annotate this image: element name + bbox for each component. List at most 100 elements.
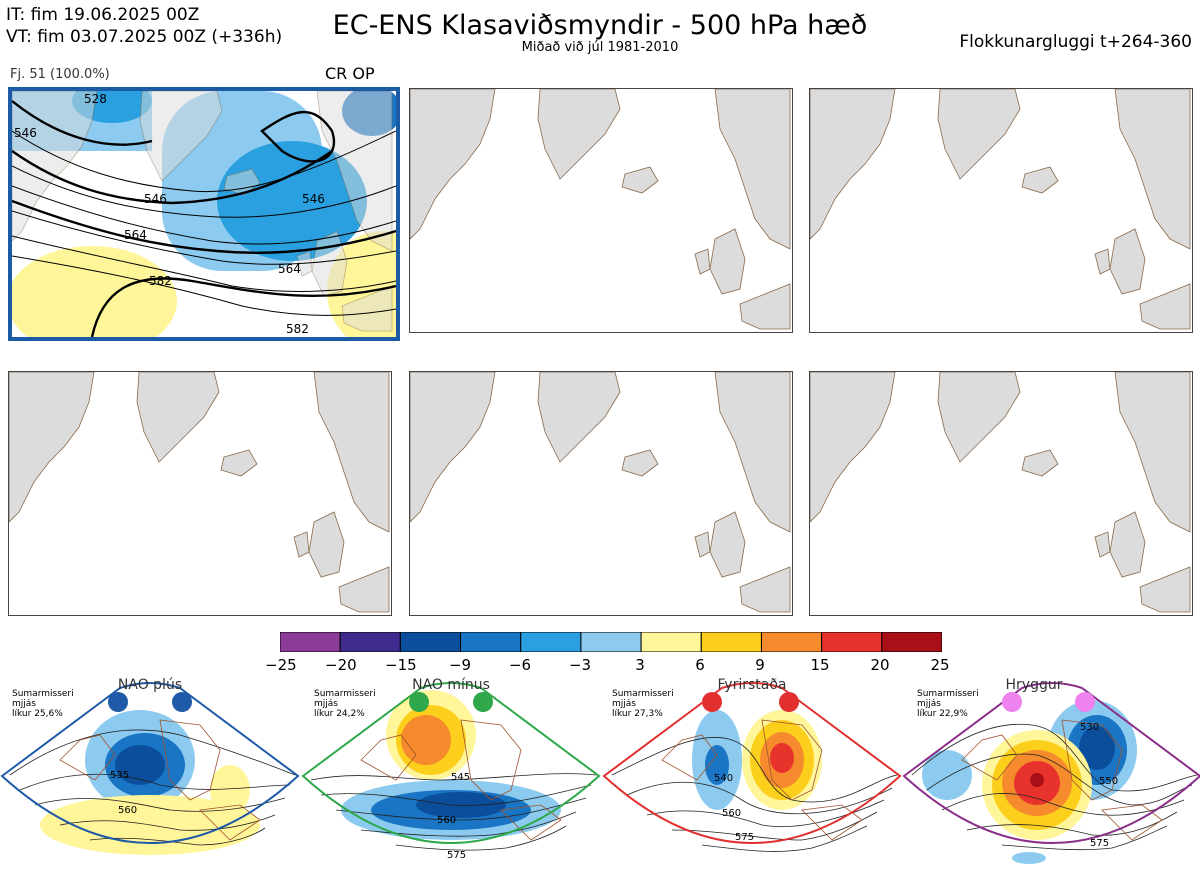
regime-season: Sumarmisseri — [612, 689, 674, 699]
valid-time: VT: fim 03.07.2025 00Z (+336h) — [6, 27, 283, 47]
colorbar-swatch-0 — [279, 631, 341, 653]
regime-marker-7 — [1002, 692, 1022, 712]
ridge-label-3: 575 — [1090, 838, 1109, 849]
cbar-tick-9: 15 — [810, 656, 830, 674]
regime-info-nao-minus: Sumarmisseri mjjás líkur 24,2% — [314, 689, 376, 719]
cbar-tick-11: 25 — [930, 656, 950, 674]
contour-label-8: 582 — [286, 322, 309, 336]
colorbar — [279, 631, 943, 653]
contour-label-2: 546 — [302, 192, 325, 206]
regime-info-ridge: Sumarmisseri mjjás líkur 22,9% — [917, 689, 979, 719]
cluster-panel-2 — [409, 88, 793, 333]
cbar-tick-3: −9 — [448, 656, 472, 674]
cluster-panel-main: 546 546 564 582 564 528 546 582 — [8, 87, 400, 341]
regime-prob: líkur 27,3% — [612, 709, 663, 719]
colorbar-swatch-10 — [881, 631, 943, 653]
contour-label-6: 528 — [84, 92, 107, 106]
map-2 — [410, 89, 791, 330]
colorbar-swatch-7 — [700, 631, 762, 653]
contour-label-4: 582 — [149, 274, 172, 288]
regime-nao-plus: 535 560 — [0, 682, 300, 855]
cbar-tick-2: −15 — [385, 656, 417, 674]
cbar-tick-7: 6 — [695, 656, 705, 674]
map-5 — [410, 372, 791, 613]
regime-info-nao-plus: Sumarmisseri mjjás líkur 25,6% — [12, 689, 74, 719]
nao-plus-label-2: 560 — [118, 805, 137, 816]
colorbar-swatch-4 — [520, 631, 582, 653]
map-4 — [9, 372, 390, 613]
nao-minus-label-2: 560 — [437, 815, 456, 826]
regime-prob: líkur 25,6% — [12, 709, 63, 719]
contour-label-5: 564 — [278, 262, 301, 276]
regime-fit: mjjás — [612, 699, 636, 709]
regime-info-blocking: Sumarmisseri mjjás líkur 27,3% — [612, 689, 674, 719]
regime-ridge: 530 550 575 — [902, 682, 1200, 864]
nao-minus-label-1: 545 — [451, 772, 470, 783]
cbar-tick-0: −25 — [265, 656, 297, 674]
regime-marker-2 — [172, 692, 192, 712]
regime-panels: 535 560 545 560 575 — [0, 682, 1200, 864]
cbar-tick-6: 3 — [635, 656, 645, 674]
anomaly-pos-sw — [12, 246, 177, 337]
regime-marker-8 — [1075, 692, 1095, 712]
cluster-panel-6 — [809, 371, 1193, 616]
blocking-label-2: 560 — [722, 808, 741, 819]
regime-marker-5 — [702, 692, 722, 712]
initial-time: IT: fim 19.06.2025 00Z — [6, 5, 200, 25]
colorbar-swatch-2 — [399, 631, 462, 653]
regime-marker-4 — [473, 692, 493, 712]
colorbar-swatch-5 — [580, 631, 642, 653]
regime-blocking: 540 560 575 — [602, 682, 902, 852]
cbar-tick-10: 20 — [870, 656, 890, 674]
regime-prob: líkur 24,2% — [314, 709, 365, 719]
nao-plus-label-1: 535 — [110, 770, 129, 781]
cluster-tag: CR OP — [325, 64, 375, 83]
contour-label-1: 546 — [144, 192, 167, 206]
regime-marker-6 — [779, 692, 799, 712]
regime-season: Sumarmisseri — [917, 689, 979, 699]
regime-season: Sumarmisseri — [314, 689, 376, 699]
contour-label-3: 564 — [124, 228, 147, 242]
cluster-label: Fj. 51 (100.0%) — [10, 67, 110, 82]
ridge-label-2: 550 — [1099, 776, 1118, 787]
page-subtitle: Miðað við júl 1981-2010 — [521, 40, 679, 55]
cluster-panel-4 — [8, 371, 392, 616]
classification-window: Flokkunargluggi t+264-360 — [959, 32, 1192, 52]
regime-prob: líkur 22,9% — [917, 709, 968, 719]
regime-title-ridge: Hryggur — [1005, 677, 1063, 693]
contour-label-7: 546 — [14, 126, 37, 140]
ridge-label-1: 530 — [1080, 722, 1099, 733]
cbar-tick-1: −20 — [325, 656, 357, 674]
colorbar-labels: −25 −20 −15 −9 −6 −3 3 6 9 15 20 25 — [265, 656, 950, 676]
colorbar-swatch-6 — [640, 631, 702, 653]
colorbar-swatch-3 — [460, 631, 522, 653]
run-info: IT: fim 19.06.2025 00Z VT: fim 03.07.202… — [6, 4, 282, 48]
regime-title-blocking: Fyrirstaða — [717, 677, 787, 693]
colorbar-swatch-9 — [821, 631, 883, 653]
regime-title-nao-minus: NAO mínus — [412, 677, 490, 693]
regime-season: Sumarmisseri — [12, 689, 74, 699]
map-6 — [810, 372, 1191, 613]
cluster-panel-3 — [809, 88, 1193, 333]
anomaly-neg-core — [217, 141, 367, 261]
regime-fit: mjjás — [314, 699, 338, 709]
regime-fit: mjjás — [12, 699, 36, 709]
colorbar-swatch-1 — [339, 631, 401, 653]
nao-minus-label-3: 575 — [447, 850, 466, 861]
cbar-tick-8: 9 — [755, 656, 765, 674]
blocking-label-3: 575 — [735, 832, 754, 843]
regime-marker-1 — [108, 692, 128, 712]
blocking-label-1: 540 — [714, 773, 733, 784]
colorbar-svg — [279, 631, 943, 653]
page-title: EC-ENS Klasaviðsmyndir - 500 hPa hæð — [332, 10, 868, 41]
cbar-tick-4: −6 — [508, 656, 532, 674]
regime-nao-minus: 545 560 575 — [301, 682, 601, 861]
cluster-map: 546 546 564 582 564 528 546 582 — [12, 91, 396, 337]
regime-fit: mjjás — [917, 699, 941, 709]
regime-title-nao-plus: NAO plús — [117, 677, 183, 693]
colorbar-swatch-8 — [760, 631, 823, 653]
cluster-panel-5 — [409, 371, 793, 616]
regime-marker-3 — [409, 692, 429, 712]
map-3 — [810, 89, 1191, 330]
cbar-tick-5: −3 — [568, 656, 592, 674]
